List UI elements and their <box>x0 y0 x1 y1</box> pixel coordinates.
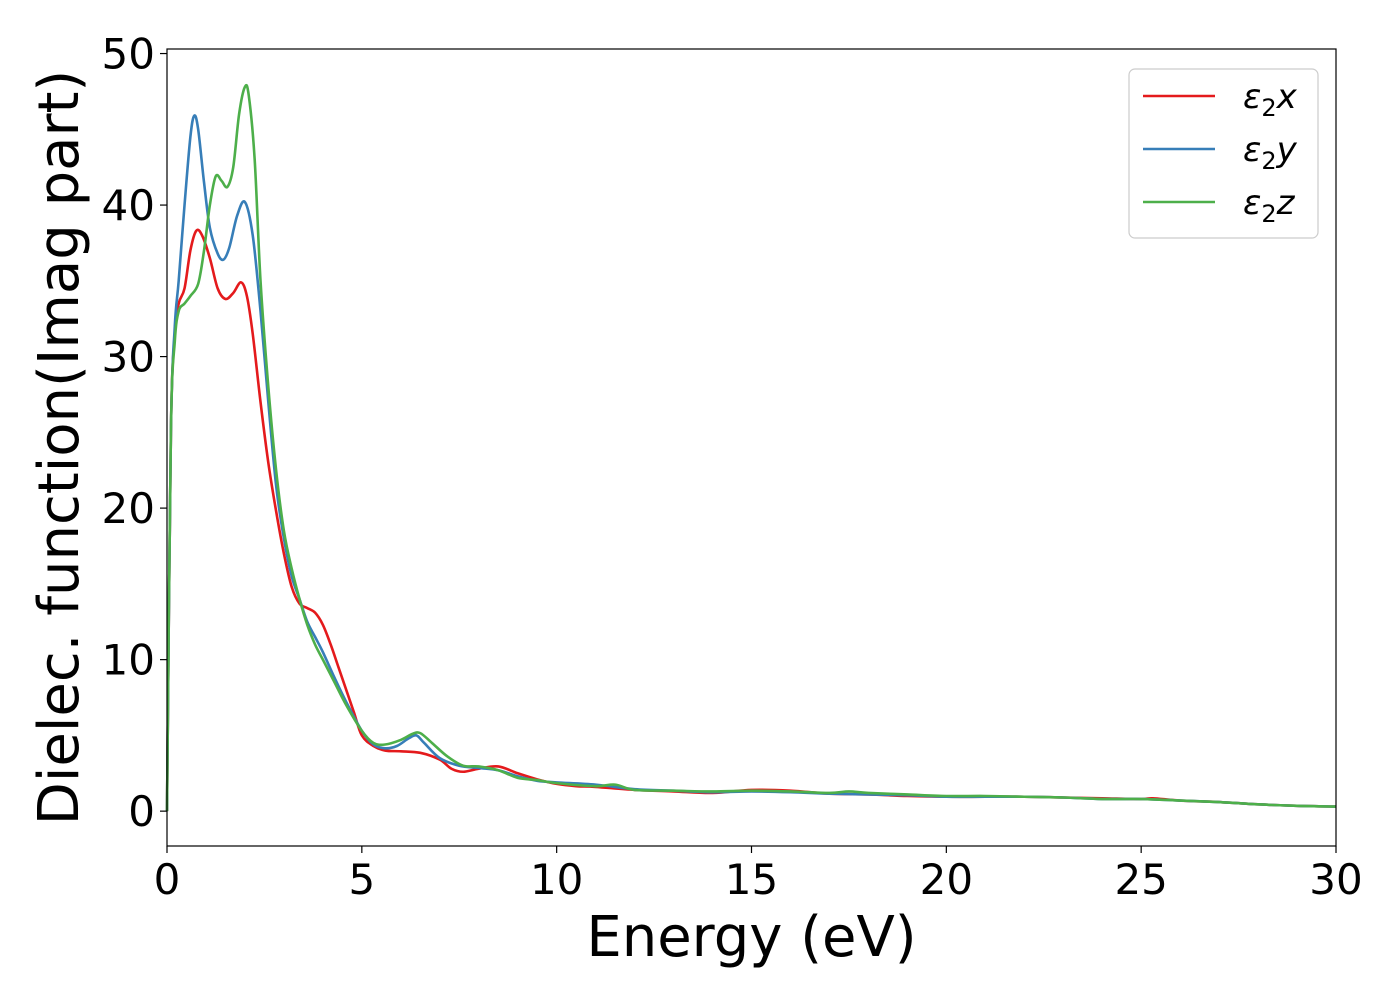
legend: ε2x ε2y ε2z <box>1128 68 1319 239</box>
y-tick-label: 20 <box>102 484 155 533</box>
x-tick-label: 0 <box>154 855 181 904</box>
y-tick-label: 10 <box>102 636 155 685</box>
legend-box <box>1128 68 1319 239</box>
x-tick-label: 10 <box>530 855 583 904</box>
x-tick-label: 30 <box>1309 855 1362 904</box>
y-tick-label: 30 <box>102 333 155 382</box>
x-tick-label: 15 <box>725 855 778 904</box>
x-axis: 0 5 10 15 20 25 30 <box>154 846 1363 904</box>
legend-label-y: ε2y <box>1243 130 1298 175</box>
legend-label-z: ε2z <box>1243 183 1296 228</box>
series-line-z <box>165 83 1337 812</box>
legend-label-x: ε2x <box>1243 77 1298 122</box>
y-tick-label: 40 <box>102 181 155 230</box>
x-tick-label: 20 <box>920 855 973 904</box>
x-axis-title: Energy (eV) <box>586 905 916 970</box>
y-tick-label: 0 <box>128 787 155 836</box>
y-axis-title: Dielec. function(Imag part) <box>27 70 92 826</box>
plot-lines <box>165 83 1337 812</box>
y-tick-label: 50 <box>102 30 155 79</box>
x-tick-label: 5 <box>348 855 375 904</box>
y-axis: 0 10 20 30 40 50 <box>102 30 167 836</box>
series-line-x <box>165 228 1337 812</box>
x-tick-label: 25 <box>1114 855 1167 904</box>
